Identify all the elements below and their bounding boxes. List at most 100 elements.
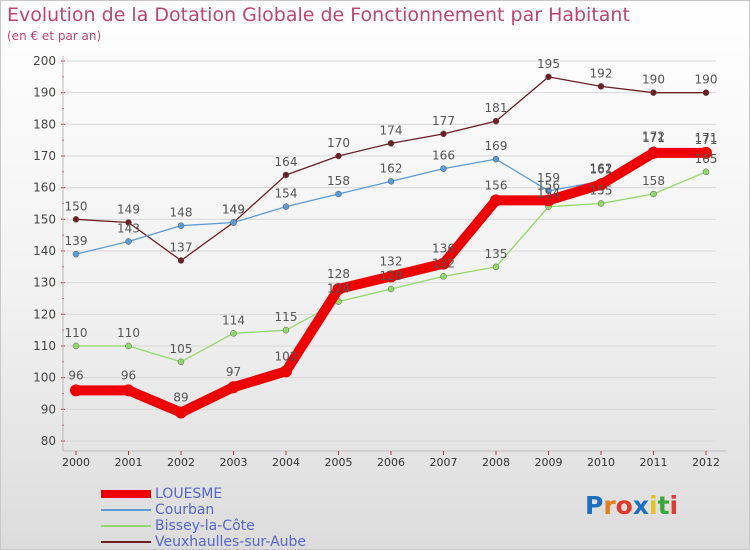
data-point: [597, 83, 605, 90]
x-tick-label: 2011: [640, 456, 668, 469]
data-labels: 150 149 137 149 164 170 174 177 181 195 192 190 190 1…: [65, 57, 718, 405]
data-point: [490, 194, 502, 207]
data-point: [72, 342, 80, 350]
data-point: [335, 190, 342, 198]
data-point: [282, 171, 290, 179]
data-label: 162: [590, 161, 613, 175]
y-tick-label: 120: [33, 307, 56, 321]
x-tick-label: 2006: [377, 456, 405, 469]
data-point: [177, 257, 185, 264]
y-tick-label: 80: [41, 434, 56, 448]
data-label: 192: [590, 66, 613, 80]
data-point: [437, 257, 450, 270]
data-label: 158: [642, 174, 665, 188]
data-label: 162: [380, 161, 403, 175]
data-label: 136: [432, 242, 455, 256]
y-tick-label: 180: [33, 117, 56, 131]
data-label: 135: [485, 247, 508, 261]
data-point: [387, 285, 395, 293]
x-tick-label: 2004: [272, 456, 300, 469]
logo-letter: i: [669, 491, 679, 520]
data-label: 128: [380, 269, 403, 283]
data-point: [282, 326, 290, 334]
data-point: [545, 187, 552, 195]
logo-letter: r: [603, 491, 616, 520]
logo-letter: P: [585, 491, 604, 520]
data-label: 174: [380, 123, 403, 137]
data-label: 155: [590, 184, 613, 198]
data-label: 190: [642, 73, 665, 87]
data-label: 158: [327, 174, 350, 188]
data-label: 171: [695, 133, 718, 147]
data-label: 124: [327, 282, 350, 296]
data-label: 132: [380, 254, 403, 268]
data-point: [230, 330, 237, 337]
logo-letter: i: [649, 491, 658, 520]
data-point: [440, 273, 447, 280]
data-label: 161: [590, 163, 613, 177]
data-label: 166: [432, 149, 455, 163]
y-tick-label: 150: [33, 212, 56, 226]
data-label: 177: [432, 114, 455, 128]
data-label: 128: [327, 267, 350, 281]
data-label: 137: [170, 241, 193, 255]
y-tick-label: 90: [41, 402, 56, 416]
data-point: [492, 117, 500, 125]
data-point: [650, 89, 657, 96]
legend-swatch: [101, 490, 151, 498]
legend-swatch: [101, 541, 151, 543]
data-label: 171: [695, 131, 718, 145]
logo-letter: x: [632, 491, 649, 520]
data-label: 102: [275, 349, 298, 363]
data-label: 149: [222, 203, 245, 217]
series-lines: [70, 73, 712, 419]
data-label: 149: [222, 203, 245, 217]
y-tick-label: 140: [33, 244, 56, 258]
data-label: 195: [537, 57, 560, 71]
data-point: [700, 146, 712, 159]
y-tick-label: 130: [33, 276, 56, 290]
x-tick-label: 2012: [692, 456, 720, 469]
data-label: 110: [117, 326, 140, 340]
data-point: [72, 216, 80, 223]
data-label: 149: [117, 203, 140, 217]
data-point: [387, 140, 395, 147]
logo-letter: o: [615, 491, 633, 520]
data-label: 110: [65, 326, 88, 340]
data-label: 96: [121, 368, 136, 382]
data-point: [335, 152, 342, 160]
x-axis: 2000 2001 2002 2003 2004 2005 2006 2007 2008 2009…: [62, 450, 726, 469]
data-point: [282, 203, 290, 210]
legend-label: Courban: [155, 502, 215, 518]
data-label: 105: [170, 342, 193, 356]
y-tick-label: 100: [33, 371, 56, 385]
data-point: [492, 263, 500, 271]
data-point: [545, 73, 552, 81]
data-label: 89: [173, 391, 188, 405]
data-point: [230, 219, 237, 226]
x-tick-label: 2001: [115, 456, 143, 469]
data-point: [280, 365, 292, 378]
data-point: [440, 165, 447, 172]
data-point: [595, 178, 607, 191]
data-point: [387, 178, 395, 185]
data-label: 97: [226, 365, 241, 379]
data-label: 156: [485, 178, 508, 192]
data-label: 150: [65, 199, 88, 213]
data-point: [70, 384, 82, 397]
data-label: 96: [68, 368, 83, 382]
data-point: [175, 406, 187, 419]
data-point: [702, 168, 710, 176]
x-tick-label: 2005: [325, 456, 353, 469]
data-label: 172: [642, 130, 665, 144]
data-point: [440, 130, 447, 138]
data-point: [702, 89, 710, 96]
data-label: 132: [432, 256, 455, 270]
data-point: [492, 155, 500, 163]
y-tick-label: 110: [33, 339, 56, 353]
chart-title: Evolution de la Dotation Globale de Fonc…: [7, 4, 630, 26]
y-tick-label: 200: [33, 54, 56, 68]
data-label: 154: [537, 187, 560, 201]
